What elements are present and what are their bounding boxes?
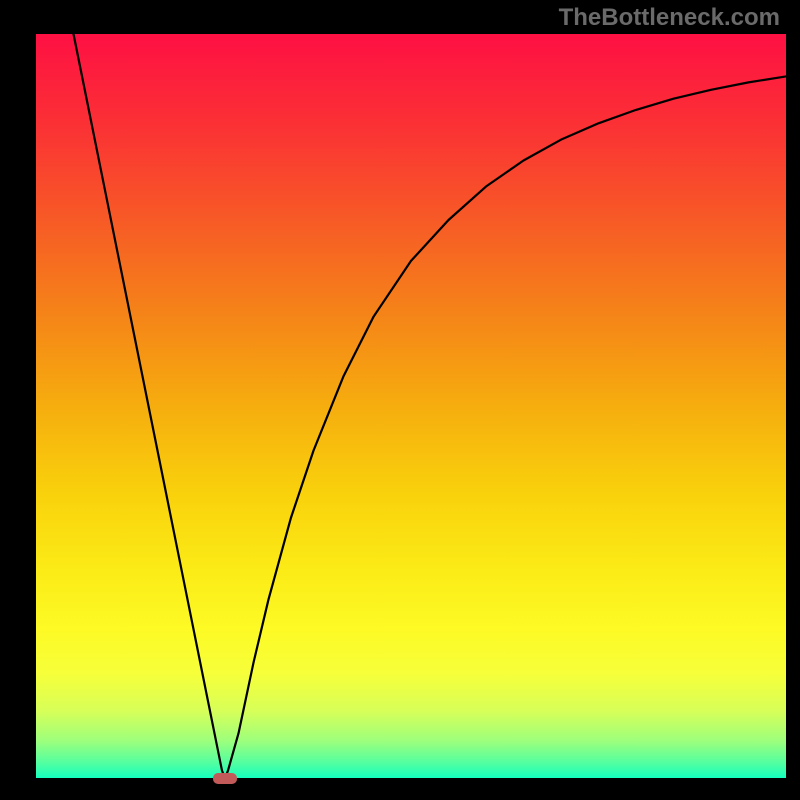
chart-curve-svg (36, 34, 786, 778)
bottleneck-curve (74, 34, 787, 778)
minimum-marker (213, 773, 237, 784)
chart-wrapper: { "watermark": { "text": "TheBottleneck.… (0, 0, 800, 800)
watermark-text: TheBottleneck.com (559, 4, 780, 32)
chart-plot-area (36, 34, 786, 778)
